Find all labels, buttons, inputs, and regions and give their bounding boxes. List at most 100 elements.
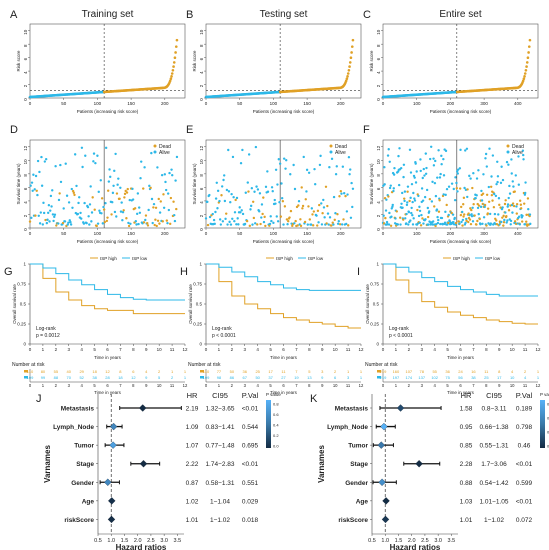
- km-curve-high: [30, 263, 185, 315]
- status-point: [491, 199, 494, 202]
- y-tick-label: 6: [199, 57, 204, 60]
- status-point: [128, 198, 131, 202]
- status-point: [419, 169, 422, 173]
- x-tick-label: 4: [433, 383, 436, 388]
- panel-letter: A: [10, 9, 18, 21]
- status-point: [283, 205, 287, 208]
- hr-point: [415, 460, 423, 468]
- risk-point: [344, 79, 348, 83]
- status-point: [501, 178, 505, 182]
- status-point: [458, 222, 461, 225]
- x-tick-label: 7: [295, 347, 298, 352]
- ci-value: 0.8−3.11: [481, 406, 506, 413]
- status-point: [51, 189, 54, 192]
- at-risk-low-value: 17: [497, 375, 502, 380]
- status-point: [486, 212, 490, 215]
- status-point: [135, 212, 139, 216]
- status-point: [482, 173, 485, 176]
- status-point: [123, 196, 126, 199]
- status-point: [438, 176, 442, 179]
- y-tick-label: 12: [23, 145, 28, 151]
- y-tick-label: 0.25: [17, 322, 26, 327]
- y-tick-label: 1: [376, 262, 379, 267]
- status-point: [45, 221, 49, 225]
- status-point: [465, 219, 468, 223]
- status-point: [268, 222, 272, 226]
- variable-label: Stage: [350, 461, 368, 468]
- status-point: [405, 212, 408, 216]
- colorbar-tick-label: 0.2: [273, 433, 279, 438]
- y-axis-label: Survival time (years): [16, 163, 21, 205]
- x-tick-label: 3: [243, 347, 246, 352]
- status-point: [447, 221, 450, 225]
- status-point: [153, 223, 156, 227]
- status-point: [263, 215, 266, 219]
- risk-point: [170, 75, 173, 78]
- x-tick-label: 9: [145, 347, 148, 352]
- status-point: [144, 218, 147, 222]
- hr-value: 1.01: [460, 517, 473, 524]
- status-point: [158, 222, 161, 225]
- hr-point: [377, 441, 385, 449]
- x-tick-label: 400: [514, 231, 522, 236]
- status-point: [464, 221, 467, 225]
- status-point: [391, 203, 394, 207]
- status-point: [94, 161, 97, 165]
- x-tick-label: 2: [408, 347, 411, 352]
- variable-label: Tumor: [74, 443, 94, 450]
- status-point: [85, 221, 88, 225]
- status-point: [214, 210, 217, 214]
- status-point: [268, 224, 271, 227]
- status-point: [115, 192, 119, 195]
- status-point: [466, 188, 469, 191]
- status-point: [409, 219, 412, 222]
- status-point: [488, 212, 492, 216]
- status-point: [301, 204, 305, 208]
- status-point: [101, 222, 104, 225]
- status-point: [98, 209, 101, 212]
- status-point: [222, 174, 226, 177]
- at-risk-high-value: 2: [158, 369, 161, 374]
- status-point: [38, 170, 41, 174]
- status-point: [425, 166, 428, 170]
- status-point: [428, 157, 432, 161]
- hr-point: [107, 515, 116, 524]
- status-point: [513, 190, 516, 193]
- status-point: [165, 219, 169, 222]
- status-point: [224, 217, 227, 221]
- status-point: [506, 203, 510, 206]
- x-axis-label: Patients (increasing risk score): [77, 239, 139, 244]
- status-point: [42, 211, 46, 215]
- at-risk-low-value: 109: [203, 375, 210, 380]
- x-tick-label: 100: [270, 231, 278, 236]
- status-point: [318, 203, 321, 207]
- status-point: [135, 223, 138, 226]
- x-axis-label: Time in years: [447, 390, 475, 395]
- ci-value: 0.77−1.48: [205, 443, 234, 450]
- x-tick-label: 3: [68, 383, 71, 388]
- x-tick-label: 12: [536, 383, 541, 388]
- y-tick-label: 10: [376, 159, 381, 165]
- status-point: [240, 209, 243, 212]
- status-point: [338, 195, 341, 198]
- status-point: [424, 172, 428, 175]
- x-tick-label: 150: [127, 101, 135, 106]
- status-point: [300, 186, 303, 189]
- at-risk-high-value: 18: [92, 369, 97, 374]
- status-point: [111, 201, 114, 204]
- status-point: [246, 181, 249, 184]
- status-point: [475, 177, 479, 180]
- status-point: [316, 209, 320, 213]
- status-point: [475, 223, 478, 226]
- status-point: [330, 224, 333, 227]
- status-point: [39, 211, 42, 214]
- status-point: [159, 200, 162, 203]
- at-risk-low-value: 70: [67, 375, 72, 380]
- risk-point: [348, 65, 351, 68]
- colorbar-tick-label: 0.6: [273, 412, 279, 417]
- status-point: [208, 215, 212, 219]
- status-point: [292, 163, 295, 167]
- status-point: [59, 163, 62, 167]
- status-point: [420, 187, 424, 190]
- y-tick-label: 0: [23, 342, 26, 347]
